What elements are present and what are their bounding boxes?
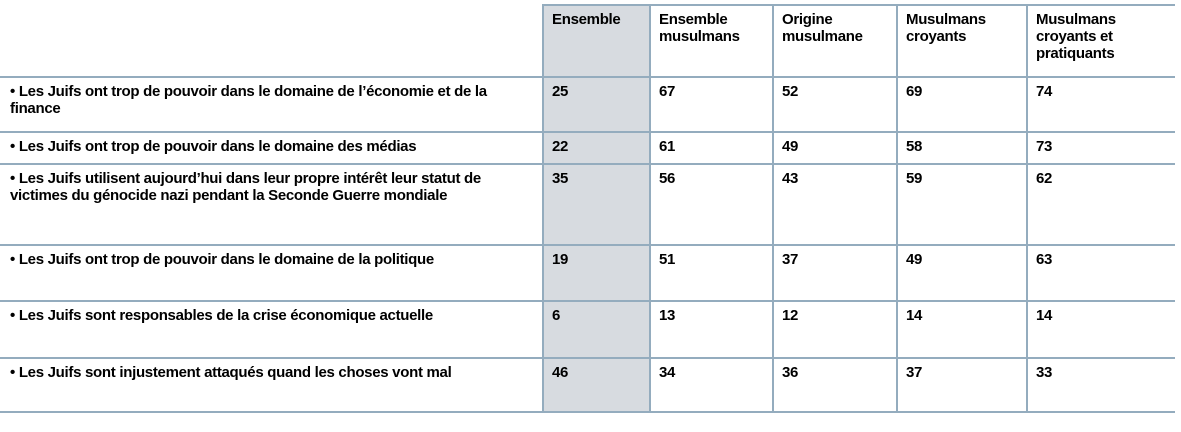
table-cell: 13 — [649, 301, 773, 358]
table-cell: 14 — [1026, 301, 1175, 358]
table-row: • Les Juifs sont responsables de la cris… — [0, 301, 1175, 358]
table-cell: 58 — [896, 132, 1027, 164]
table-cell: 63 — [1026, 245, 1175, 301]
header-row: Ensemble Ensemble musulmans Origine musu… — [0, 4, 1175, 77]
table-cell: 37 — [772, 245, 897, 301]
table-cell: 19 — [542, 245, 650, 301]
row-label: • Les Juifs utilisent aujourd’hui dans l… — [10, 170, 481, 204]
row-label: • Les Juifs sont responsables de la cris… — [10, 307, 433, 324]
table-cell: 49 — [896, 245, 1027, 301]
table-cell: 22 — [542, 132, 650, 164]
column-header-musulmans-croyants-pratiquants: Musulmans croyants et pratiquants — [1026, 4, 1175, 77]
column-header-ensemble: Ensemble — [542, 4, 650, 77]
table-cell: 52 — [772, 77, 897, 132]
table-cell: 14 — [896, 301, 1027, 358]
table-cell: 61 — [649, 132, 773, 164]
table-cell: 62 — [1026, 164, 1175, 245]
table-cell: 69 — [896, 77, 1027, 132]
column-header-ensemble-musulmans: Ensemble musulmans — [649, 4, 773, 77]
column-header-musulmans-croyants: Musulmans croyants — [896, 4, 1027, 77]
row-label: • Les Juifs ont trop de pouvoir dans le … — [10, 138, 417, 155]
table-cell: 73 — [1026, 132, 1175, 164]
table-cell: 51 — [649, 245, 773, 301]
table-cell: 34 — [649, 358, 773, 412]
column-header-origine-musulmane: Origine musulmane — [772, 4, 897, 77]
row-label: • Les Juifs sont injustement attaqués qu… — [10, 364, 452, 381]
table-row: • Les Juifs ont trop de pouvoir dans le … — [0, 132, 1175, 164]
table-cell: 74 — [1026, 77, 1175, 132]
table-cell: 36 — [772, 358, 897, 412]
survey-table-container: Ensemble Ensemble musulmans Origine musu… — [0, 4, 1175, 413]
row-label: • Les Juifs ont trop de pouvoir dans le … — [10, 251, 434, 268]
table-cell: 46 — [542, 358, 650, 412]
corner-cell — [0, 5, 543, 77]
table-row: • Les Juifs sont injustement attaqués qu… — [0, 358, 1175, 412]
survey-results-table: Ensemble Ensemble musulmans Origine musu… — [0, 4, 1175, 413]
table-row: • Les Juifs utilisent aujourd’hui dans l… — [0, 164, 1175, 245]
table-cell: 25 — [542, 77, 650, 132]
table-cell: 37 — [896, 358, 1027, 412]
table-cell: 56 — [649, 164, 773, 245]
table-row: • Les Juifs ont trop de pouvoir dans le … — [0, 245, 1175, 301]
table-cell: 12 — [772, 301, 897, 358]
table-cell: 67 — [649, 77, 773, 132]
table-cell: 59 — [896, 164, 1027, 245]
row-label: • Les Juifs ont trop de pouvoir dans le … — [10, 83, 487, 117]
table-cell: 49 — [772, 132, 897, 164]
table-cell: 35 — [542, 164, 650, 245]
table-cell: 6 — [542, 301, 650, 358]
table-cell: 43 — [772, 164, 897, 245]
table-row: • Les Juifs ont trop de pouvoir dans le … — [0, 77, 1175, 132]
table-cell: 33 — [1026, 358, 1175, 412]
